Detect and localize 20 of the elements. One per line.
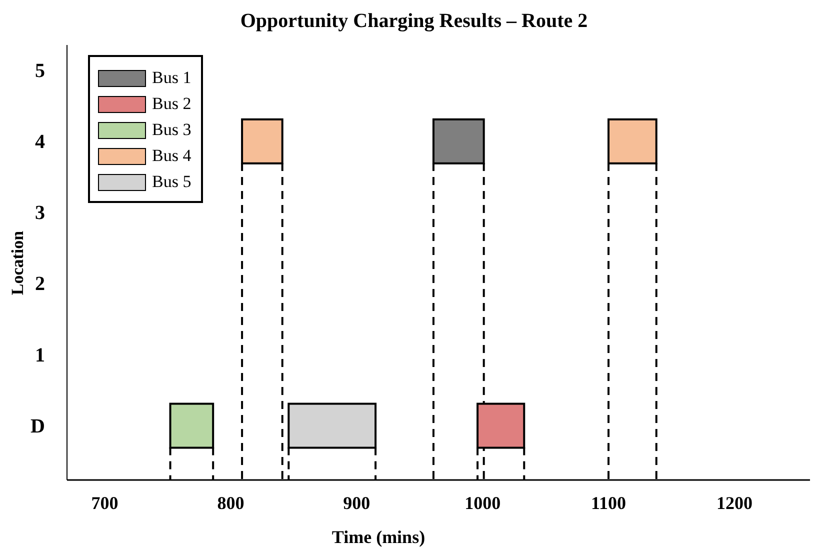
y-tick-label: 2 [35, 273, 45, 296]
x-tick-label: 1100 [591, 492, 626, 513]
x-tick-label: 1000 [464, 492, 501, 513]
legend-label: Bus 5 [152, 172, 192, 192]
legend-label: Bus 3 [152, 120, 192, 140]
x-axis-title: Time (mins) [330, 527, 426, 548]
legend-label: Bus 2 [152, 94, 192, 114]
y-axis-title: Location [8, 230, 28, 295]
x-tick-label: 700 [91, 492, 118, 513]
x-tick-label: 1200 [716, 492, 752, 513]
legend-label: Bus 1 [152, 68, 192, 88]
y-tick-label: 1 [35, 344, 45, 366]
chart-title: Opportunity Charging Results – Route 2 [239, 10, 589, 33]
legend-label: Bus 4 [152, 146, 192, 166]
x-tick-label: 800 [217, 492, 244, 513]
y-tick-label: 3 [35, 202, 45, 224]
x-tick-label: 900 [343, 492, 370, 513]
y-tick-label: D [30, 415, 45, 438]
y-tick-label: 4 [35, 131, 45, 154]
y-tick-label: 5 [35, 60, 45, 82]
